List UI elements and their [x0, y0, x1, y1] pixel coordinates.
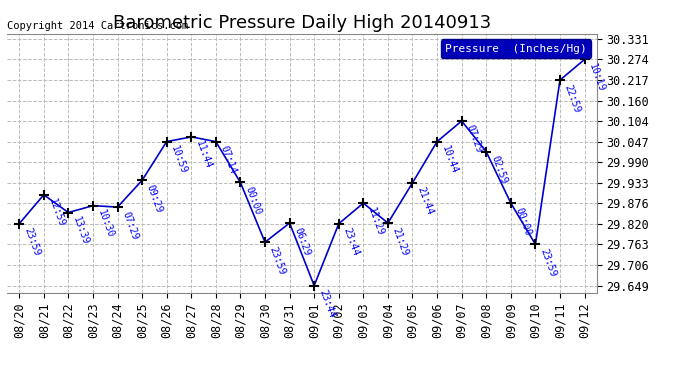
- Text: 23:59: 23:59: [22, 226, 41, 258]
- Text: 11:29: 11:29: [366, 206, 386, 237]
- Text: 23:59: 23:59: [538, 247, 558, 278]
- Text: 07:14: 07:14: [219, 144, 238, 176]
- Text: 23:44: 23:44: [342, 226, 361, 258]
- Text: 09:29: 09:29: [145, 183, 164, 214]
- Text: 13:39: 13:39: [71, 215, 90, 246]
- Legend: Pressure  (Inches/Hg): Pressure (Inches/Hg): [441, 39, 591, 58]
- Text: 07:29: 07:29: [464, 124, 484, 155]
- Text: 22:59: 22:59: [563, 83, 582, 114]
- Text: 23:44: 23:44: [317, 288, 337, 320]
- Text: 00:00: 00:00: [513, 206, 533, 237]
- Text: 10:44: 10:44: [440, 144, 460, 176]
- Text: 21:29: 21:29: [391, 226, 410, 257]
- Text: 21:44: 21:44: [415, 186, 435, 217]
- Text: 06:29: 06:29: [293, 226, 312, 257]
- Text: 11:44: 11:44: [194, 140, 213, 171]
- Text: 10:59: 10:59: [170, 144, 189, 176]
- Text: 12:59: 12:59: [46, 198, 66, 229]
- Title: Barometric Pressure Daily High 20140913: Barometric Pressure Daily High 20140913: [112, 14, 491, 32]
- Text: Copyright 2014 Cartronics.com: Copyright 2014 Cartronics.com: [7, 21, 188, 31]
- Text: 07:29: 07:29: [120, 210, 140, 241]
- Text: 10:19: 10:19: [587, 62, 607, 93]
- Text: 02:59: 02:59: [489, 154, 509, 186]
- Text: 23:59: 23:59: [268, 245, 287, 276]
- Text: 00:00: 00:00: [243, 185, 263, 216]
- Text: 10:30: 10:30: [96, 209, 115, 240]
